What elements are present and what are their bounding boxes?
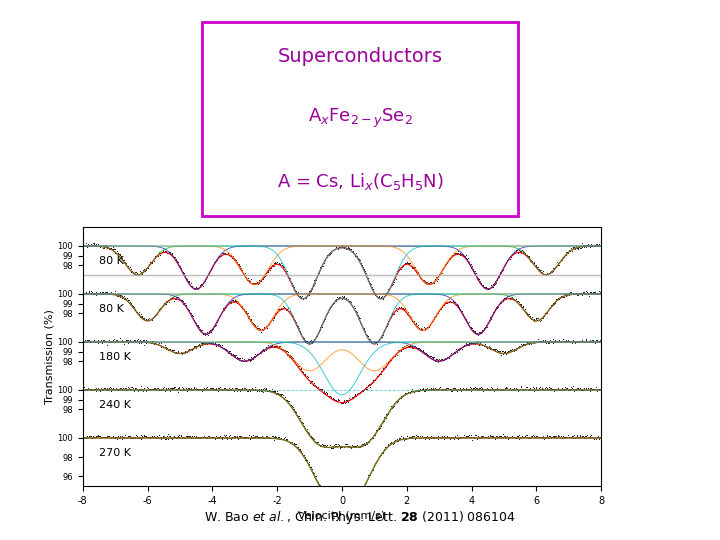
Text: 80 K: 80 K [99, 303, 124, 314]
Text: A = Cs, Li$_x$(C$_5$H$_5$N): A = Cs, Li$_x$(C$_5$H$_5$N) [276, 171, 444, 192]
Text: 180 K: 180 K [99, 352, 131, 362]
Text: W. Bao $\it{et\ al.}$, Chin. Phys. Lett. $\bf{28}$ (2011) 086104: W. Bao $\it{et\ al.}$, Chin. Phys. Lett.… [204, 510, 516, 526]
Text: Superconductors: Superconductors [277, 47, 443, 66]
Text: 80 K: 80 K [99, 255, 124, 266]
Text: A$_x$Fe$_{2-y}$Se$_2$: A$_x$Fe$_{2-y}$Se$_2$ [307, 107, 413, 130]
Text: 240 K: 240 K [99, 400, 131, 410]
Y-axis label: Transmission (%): Transmission (%) [45, 309, 55, 404]
Text: 270 K: 270 K [99, 448, 131, 457]
X-axis label: Velocity (mm/s): Velocity (mm/s) [298, 511, 386, 521]
FancyBboxPatch shape [202, 22, 518, 216]
